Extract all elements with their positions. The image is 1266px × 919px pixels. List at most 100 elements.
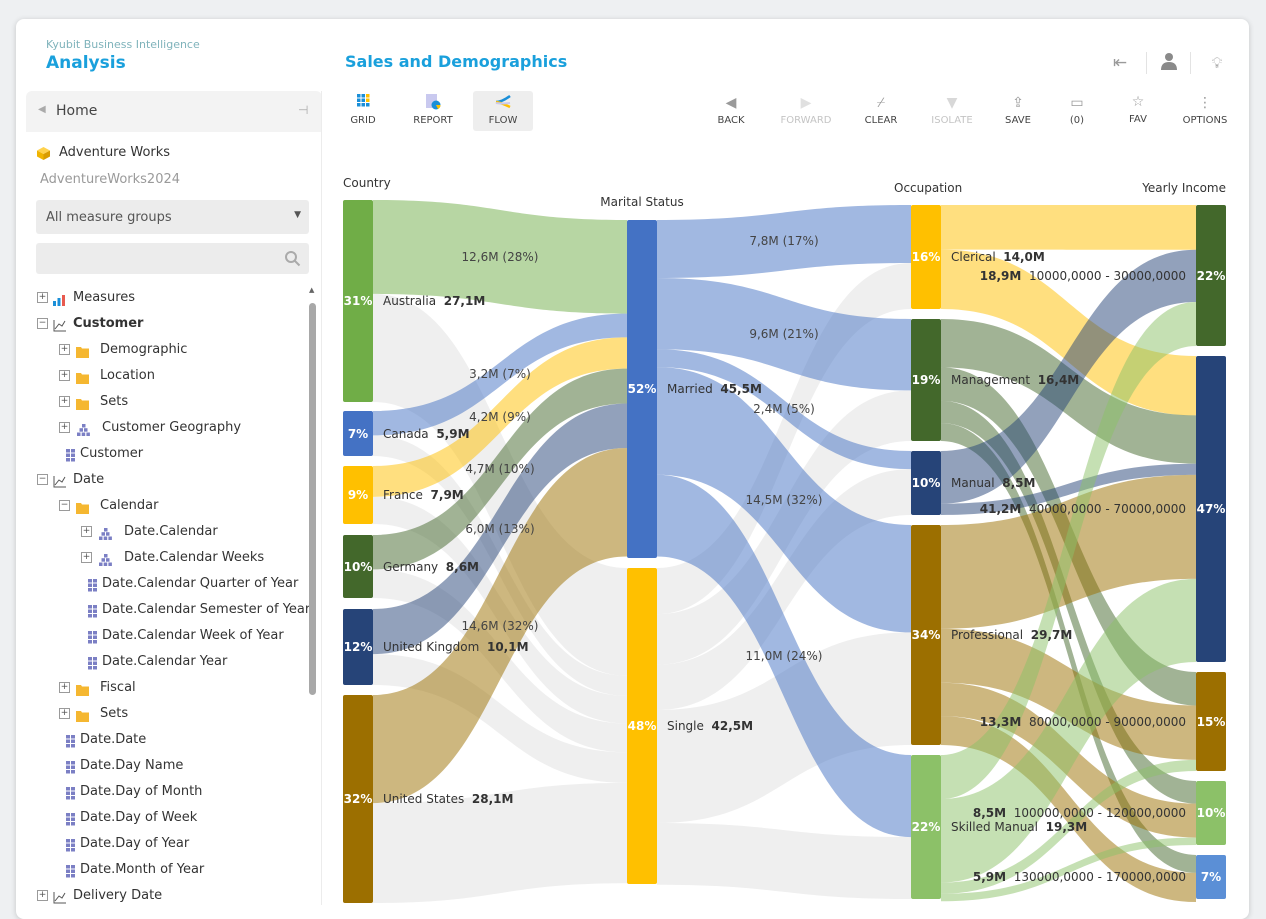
flow-link[interactable] <box>373 368 627 570</box>
flow-link-label: 11,0M (24%) <box>745 648 823 663</box>
flow-node[interactable] <box>343 466 373 524</box>
flow-link[interactable] <box>657 823 911 899</box>
flow-node[interactable] <box>343 411 373 456</box>
dimension-icon <box>53 318 66 332</box>
flow-link[interactable] <box>373 403 627 655</box>
flow-link[interactable] <box>941 301 1196 800</box>
flow-link[interactable] <box>373 782 627 903</box>
expand-icon[interactable]: + <box>81 552 92 563</box>
flow-link-label: 12,6M (28%) <box>461 249 539 264</box>
flow-node[interactable] <box>343 200 373 402</box>
node-label: Germany 8,6M <box>383 560 479 574</box>
fav-button[interactable]: ☆ FAV <box>1108 93 1168 125</box>
save-button[interactable]: ⇪ SAVE <box>988 94 1048 126</box>
flow-link[interactable] <box>373 313 627 436</box>
lightbulb-icon[interactable]: 💡︎ <box>1211 54 1223 72</box>
expand-icon[interactable]: + <box>59 370 70 381</box>
collapse-icon[interactable]: − <box>59 500 70 511</box>
search-input[interactable] <box>36 243 309 274</box>
flow-link[interactable] <box>657 277 911 391</box>
flow-node[interactable] <box>627 220 657 558</box>
flow-node[interactable] <box>343 535 373 598</box>
node-percent: 16% <box>911 250 941 264</box>
tab-grid[interactable]: GRID <box>333 94 393 126</box>
flow-link[interactable] <box>657 262 911 615</box>
node-percent: 31% <box>343 294 373 308</box>
node-name: France <box>383 488 423 502</box>
scroll-up-icon[interactable]: ▲ <box>309 286 315 294</box>
node-value: 5,9M <box>972 870 1007 884</box>
flow-link[interactable] <box>657 349 911 470</box>
flow-node[interactable] <box>1196 205 1226 346</box>
flow-link[interactable] <box>373 337 627 497</box>
node-percent: 9% <box>347 488 369 502</box>
collapse-icon[interactable]: − <box>37 474 48 485</box>
flow-link[interactable] <box>373 200 627 314</box>
attribute-icon <box>88 578 100 592</box>
clear-button[interactable]: ⌿ CLEAR <box>851 94 911 126</box>
tree-scrollbar[interactable]: ▲ <box>309 286 316 905</box>
flow-link[interactable] <box>941 716 1196 902</box>
expand-icon[interactable]: + <box>59 344 70 355</box>
collapse-icon[interactable]: − <box>37 318 48 329</box>
tree-scroll-thumb[interactable] <box>309 303 316 695</box>
exit-icon[interactable]: ⇤ <box>1112 53 1128 73</box>
tree-item-label: Date.Day of Year <box>80 836 190 851</box>
tab-report[interactable]: REPORT <box>403 94 463 126</box>
isolate-button[interactable]: ▼ ISOLATE <box>922 94 982 126</box>
flow-node[interactable] <box>911 525 941 745</box>
forward-button[interactable]: ▶ FORWARD <box>776 94 836 126</box>
flow-node[interactable] <box>627 568 657 884</box>
user-icon[interactable] <box>1158 52 1180 74</box>
expand-icon[interactable]: + <box>81 526 92 537</box>
back-icon: ◀ <box>725 95 737 111</box>
expand-icon[interactable]: + <box>59 422 70 433</box>
flow-node[interactable] <box>911 451 941 515</box>
cube-name[interactable]: Adventure Works <box>59 145 171 160</box>
node-percent: 15% <box>1196 714 1226 729</box>
expand-icon[interactable]: + <box>37 890 48 901</box>
node-label: United States 28,1M <box>383 792 513 806</box>
attribute-icon <box>66 760 78 774</box>
expand-icon[interactable]: + <box>59 682 70 693</box>
flow-link[interactable] <box>941 837 1196 902</box>
flow-link[interactable] <box>941 578 1196 883</box>
flow-link[interactable] <box>941 759 1196 894</box>
measure-group-select[interactable]: All measure groups ▼ <box>36 200 309 234</box>
flow-link[interactable] <box>657 205 911 278</box>
flow-link[interactable] <box>373 448 627 804</box>
flow-node[interactable] <box>343 695 373 903</box>
flow-link[interactable] <box>657 632 911 824</box>
flow-node[interactable] <box>911 319 941 441</box>
back-button[interactable]: ◀ BACK <box>701 94 761 126</box>
divider <box>1146 52 1147 74</box>
flow-node[interactable] <box>1196 855 1226 899</box>
flow-node[interactable] <box>1196 672 1226 771</box>
flow-link[interactable] <box>941 205 1196 250</box>
tree-item-label: Date.Day of Week <box>80 810 198 825</box>
flow-link[interactable] <box>941 249 1196 504</box>
flow-link[interactable] <box>657 474 911 838</box>
flow-node[interactable] <box>343 609 373 685</box>
options-button[interactable]: ⋮ OPTIONS <box>1175 94 1235 126</box>
flow-link[interactable] <box>941 463 1196 515</box>
tab-flow[interactable]: FLOW <box>473 91 533 131</box>
flow-link[interactable] <box>941 423 1196 873</box>
flow-link[interactable] <box>373 435 627 696</box>
expand-icon[interactable]: + <box>37 292 48 303</box>
expand-icon[interactable]: + <box>59 396 70 407</box>
expand-icon[interactable]: + <box>59 708 70 719</box>
node-value: 28,1M <box>471 792 514 806</box>
measure-group-value: All measure groups <box>46 210 172 225</box>
flow-node[interactable] <box>1196 781 1226 845</box>
home-button[interactable]: ◀ Home ⊣ <box>26 91 322 132</box>
flow-link[interactable] <box>657 367 911 633</box>
attribute-icon <box>66 734 78 748</box>
flow-node[interactable] <box>911 755 941 899</box>
filter-icon: ▼ <box>946 95 958 111</box>
flow-node[interactable] <box>911 205 941 309</box>
flow-node[interactable] <box>1196 356 1226 662</box>
comments-button[interactable]: ▭ (0) <box>1047 94 1107 126</box>
node-label: 5,9M 130000,0000 - 170000,0000 <box>973 870 1186 884</box>
pin-icon[interactable]: ⊣ <box>298 103 309 117</box>
